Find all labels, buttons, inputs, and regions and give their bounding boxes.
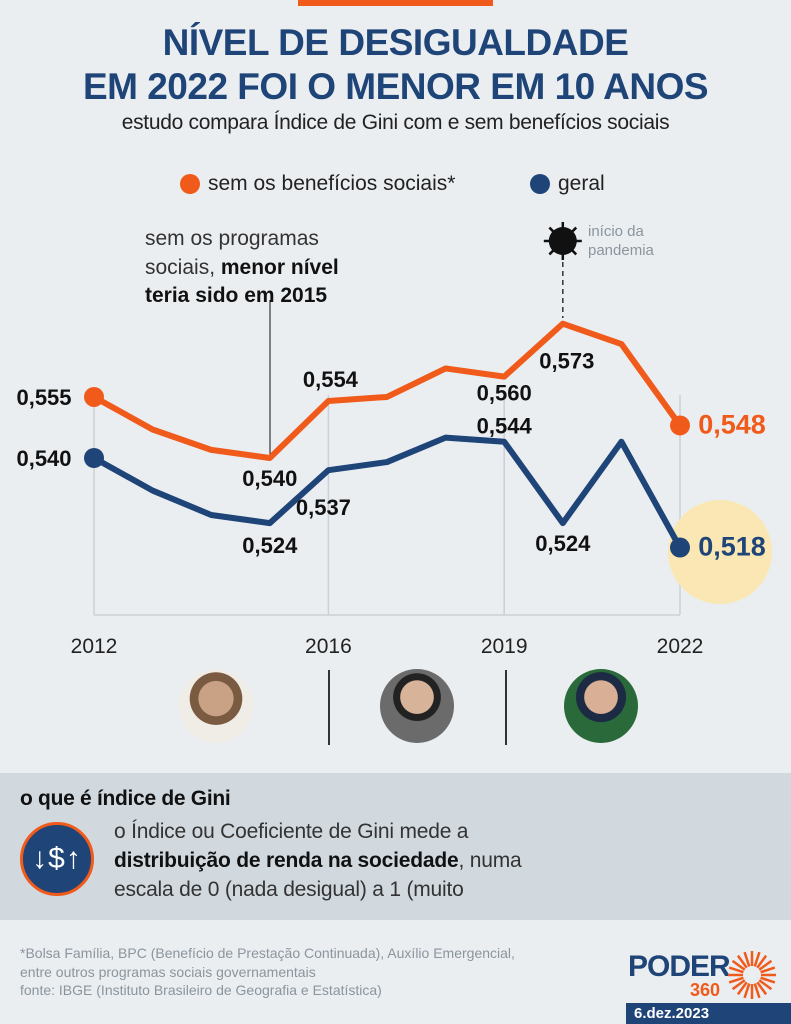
- annotation-text: teria sido em 2015: [145, 284, 327, 307]
- gini-bold: distribuição de renda na sociedade: [114, 849, 459, 872]
- data-label: 0,548: [698, 409, 766, 439]
- president-photo-temer: [380, 669, 454, 743]
- sun-ray: [756, 981, 768, 996]
- sun-ray: [753, 983, 761, 999]
- sun-ray: [743, 983, 751, 999]
- sun-ray: [756, 954, 768, 969]
- data-point: [84, 448, 104, 468]
- sun-ray: [753, 951, 761, 967]
- annotation-text: sem os programas: [145, 227, 319, 250]
- x-tick-label: 2016: [305, 635, 352, 658]
- x-tick-label: 2022: [657, 635, 704, 658]
- divider: [328, 670, 330, 745]
- sun-ray: [728, 966, 744, 974]
- title-line-1: NÍVEL DE DESIGUALDADE: [162, 22, 629, 63]
- gini-line-2-rest: , numa: [458, 849, 522, 872]
- pandemic-label: pandemia: [588, 242, 655, 259]
- sun-ray: [728, 976, 744, 984]
- data-point: [670, 415, 690, 436]
- legend-swatch-blue: [530, 174, 550, 194]
- data-label: 0,560: [477, 381, 532, 406]
- gini-explainer-box: [0, 773, 791, 920]
- sun-ray: [731, 979, 746, 991]
- sun-ray: [758, 979, 773, 991]
- data-label: 0,524: [535, 531, 591, 556]
- data-label: 0,544: [477, 414, 533, 439]
- highlight-circle: [668, 500, 772, 604]
- gini-line-3: escala de 0 (nada desigual) a 1 (muito: [114, 878, 464, 901]
- data-label: 0,537: [296, 495, 351, 520]
- sun-logo-icon: [728, 951, 776, 999]
- legend-label: sem os benefícios sociais*: [208, 172, 456, 195]
- legend-item-sem-beneficios: sem os benefícios sociais*: [180, 172, 455, 196]
- footnote-1: *Bolsa Família, BPC (Benefício de Presta…: [20, 945, 515, 961]
- virus-spike: [571, 226, 578, 233]
- x-tick-label: 2012: [71, 635, 118, 658]
- series-line-1: [92, 434, 683, 549]
- series-line-0: [92, 320, 683, 461]
- legend-item-geral: geral: [530, 172, 605, 196]
- data-label: 0,524: [242, 533, 298, 558]
- sun-ray: [743, 951, 751, 967]
- gini-description: o Índice ou Coeficiente de Gini mede a d…: [114, 817, 594, 904]
- title-line-2: EM 2022 FOI O MENOR EM 10 ANOS: [82, 66, 709, 107]
- data-point: [670, 537, 690, 558]
- pandemic-label: início da: [588, 223, 645, 240]
- virus-spike: [548, 249, 555, 256]
- subtitle: estudo compara Índice de Gini com e sem …: [121, 111, 670, 134]
- virus-body: [548, 227, 577, 255]
- footnote-2: entre outros programas sociais govername…: [20, 963, 316, 980]
- data-label: 0,554: [303, 367, 359, 392]
- data-label: 0,555: [16, 385, 71, 410]
- legend-label: geral: [558, 172, 605, 195]
- president-photo-dilma: [179, 669, 253, 743]
- source: fonte: IBGE (Instituto Brasileiro de Geo…: [20, 982, 382, 998]
- publish-date: 6.dez.2023: [626, 1003, 791, 1024]
- top-accent-bar: [298, 0, 493, 6]
- sun-ray: [758, 959, 773, 971]
- footnote: *Bolsa Família, BPC (Benefício de Presta…: [20, 944, 515, 1000]
- sun-ray: [731, 959, 746, 971]
- divider: [505, 670, 507, 745]
- virus-spike: [571, 249, 578, 256]
- line-chart: 2012 2016 2019 2022 sem os programas sociais,…: [16, 222, 772, 658]
- sun-ray: [760, 976, 776, 984]
- data-label: 0,540: [242, 466, 297, 491]
- gini-heading: o que é índice de Gini: [20, 787, 231, 810]
- gini-line-1: o Índice ou Coeficiente de Gini mede a: [114, 820, 469, 843]
- x-tick-label: 2019: [481, 635, 528, 658]
- data-label: 0,540: [16, 446, 71, 471]
- sun-ray: [760, 966, 776, 974]
- president-photo-bolsonaro: [564, 669, 638, 743]
- data-point: [84, 386, 104, 407]
- virus-spike: [548, 226, 555, 233]
- virus-icon: [543, 222, 582, 260]
- poder360-logo-sub: 360: [690, 980, 721, 1000]
- data-label: 0,518: [698, 532, 766, 562]
- money-up-down-icon: ↓$↑: [20, 822, 94, 896]
- annotation-text: sociais, menor nível: [145, 256, 339, 279]
- legend-swatch-orange: [180, 174, 200, 194]
- sun-ray: [736, 954, 748, 969]
- poder360-logo: PODER: [628, 950, 731, 983]
- data-label: 0,573: [539, 349, 594, 374]
- sun-ray: [736, 981, 748, 996]
